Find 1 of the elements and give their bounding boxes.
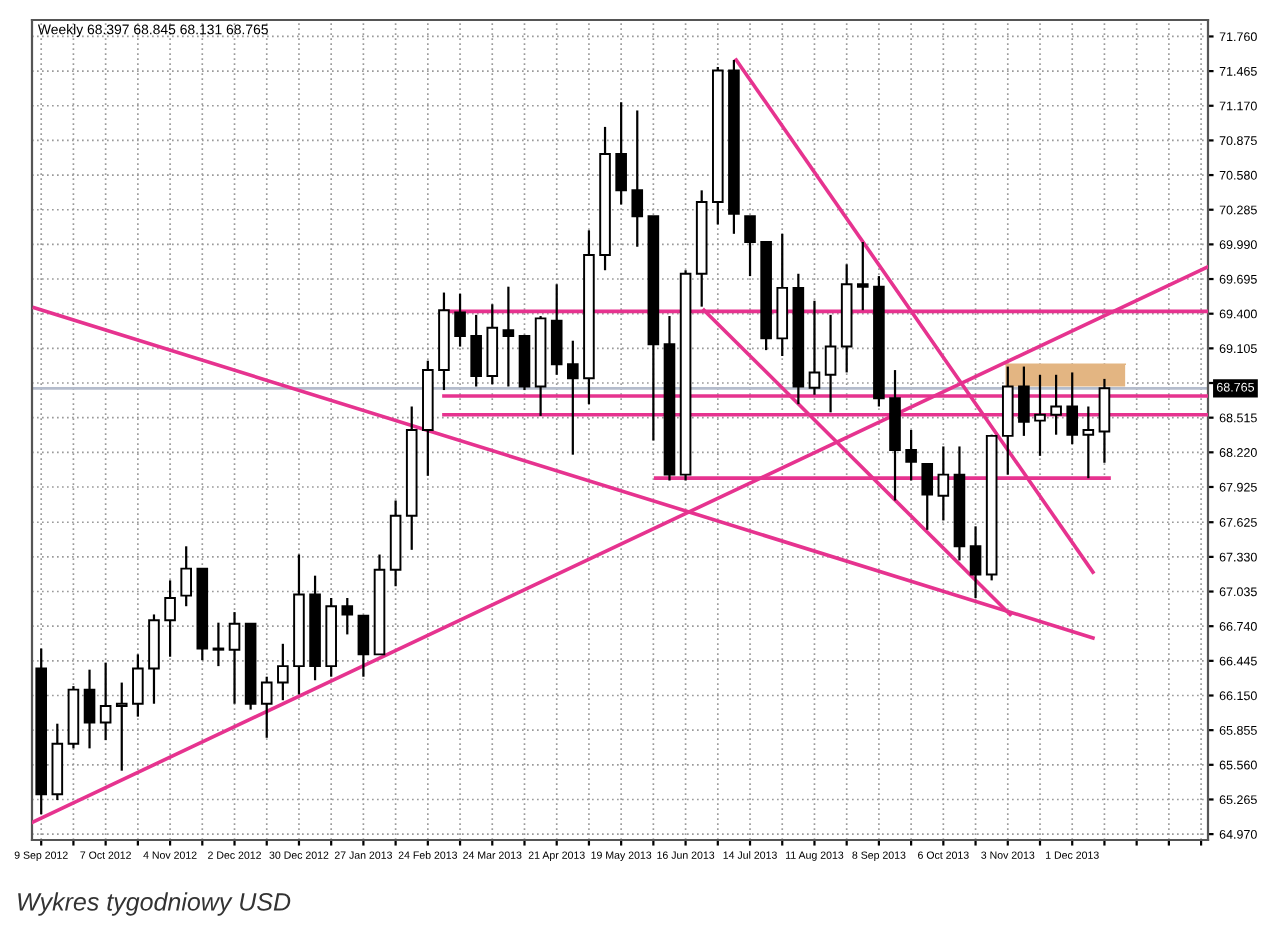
text: Wykres tygodniowy USD	[18, 892, 291, 916]
